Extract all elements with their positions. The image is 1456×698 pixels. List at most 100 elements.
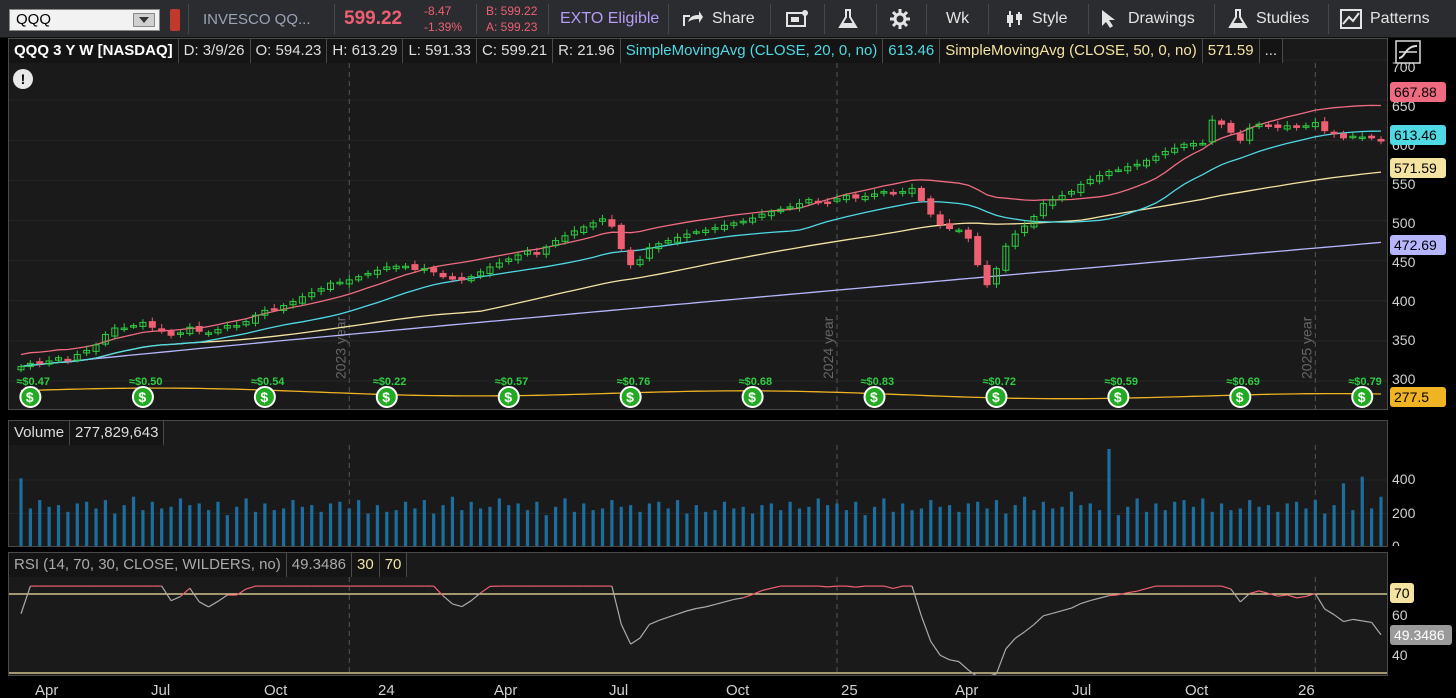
volume-bar: [366, 513, 370, 546]
volume-bar: [891, 511, 895, 546]
volume-panel[interactable]: Volume 277,829,643: [8, 420, 1388, 547]
last-price: 599.22: [344, 8, 403, 29]
flag-icon[interactable]: [170, 9, 180, 31]
rsi-line-segment: [818, 585, 828, 588]
candle-up: [1133, 163, 1141, 167]
year-marker-label: 2025 year: [1298, 316, 1314, 379]
studies-menu[interactable]: Studies: [1228, 0, 1309, 38]
volume-bar: [1332, 505, 1336, 546]
volume-bar: [638, 511, 642, 546]
symbol-dropdown-button[interactable]: [133, 13, 155, 27]
rsi-line-segment: [1230, 588, 1241, 603]
candle-up: [842, 195, 850, 201]
candle-down: [411, 264, 419, 270]
rsi-line-segment: [189, 587, 200, 603]
dividend-icon: [253, 386, 276, 408]
sma50-study-label[interactable]: SimpleMovingAvg (CLOSE, 50, 0, no): [940, 39, 1203, 63]
volume-bar: [1370, 508, 1374, 546]
candle-up: [1255, 123, 1263, 128]
rsi-line-segment: [20, 585, 31, 614]
candle-up: [176, 332, 184, 335]
candle-up: [1096, 175, 1104, 182]
volume-bar: [310, 505, 314, 546]
rsi-line-segment: [1239, 592, 1251, 603]
volume-bar: [1313, 500, 1317, 546]
candle-up: [758, 213, 766, 218]
year-marker-label: 2023 year: [332, 316, 348, 379]
volume-bar: [675, 500, 680, 546]
sma50-line: [20, 171, 1382, 368]
price-chart-panel[interactable]: 2023 year 2024 year 2025 year ≈$0.47 $ ≈$0.50…: [8, 38, 1388, 410]
candle-down: [852, 194, 860, 199]
volume-bar: [535, 501, 539, 546]
volume-bar: [1219, 503, 1224, 546]
candle-up: [101, 333, 109, 345]
candle-up: [383, 266, 391, 270]
toolbar-divider: [1088, 4, 1089, 34]
drawings-menu[interactable]: Drawings: [1100, 0, 1195, 38]
volume-bar: [263, 503, 267, 546]
rsi-study-label[interactable]: RSI (14, 70, 30, CLOSE, WILDERS, no): [9, 553, 287, 577]
candle-down: [430, 267, 438, 273]
candle-up: [345, 279, 353, 285]
time-axis-label: 24: [378, 682, 395, 698]
volume-bar: [150, 501, 154, 546]
rsi-line-segment: [1287, 594, 1297, 599]
rsi-line-segment: [236, 588, 247, 596]
settings-button[interactable]: [890, 0, 910, 38]
screenshot-button[interactable]: [786, 0, 808, 38]
time-axis-label: Jul: [151, 682, 171, 698]
rsi-line-segment: [893, 585, 903, 589]
volume-bar: [816, 498, 820, 546]
candle-up: [402, 265, 410, 269]
rsi-overbought-level: 70: [379, 553, 408, 577]
sma20-study-label[interactable]: SimpleMovingAvg (CLOSE, 20, 0, no): [620, 39, 884, 63]
rsi-panel[interactable]: RSI (14, 70, 30, CLOSE, WILDERS, no) 49.…: [8, 552, 1388, 676]
timeframe-selector[interactable]: Wk: [946, 0, 969, 38]
toolbar-divider: [668, 4, 669, 34]
rsi-line-segment: [1352, 618, 1363, 622]
share-button[interactable]: Share: [682, 0, 755, 38]
volume-label[interactable]: Volume: [9, 421, 71, 445]
volume-bar: [319, 511, 323, 546]
volume-bar: [872, 506, 877, 546]
candle-up: [26, 362, 34, 368]
volume-bar: [910, 510, 914, 546]
volume-axis-label: 200: [1392, 505, 1416, 521]
rsi-line-segment: [461, 600, 472, 608]
more-studies-ellipsis[interactable]: ...: [1259, 39, 1284, 63]
candle-up: [55, 357, 63, 361]
patterns-menu[interactable]: Patterns: [1340, 0, 1430, 38]
chart-style-icon[interactable]: [1395, 40, 1421, 64]
candle-up: [1349, 135, 1357, 139]
rsi-line-segment: [677, 610, 688, 615]
rsi-chart-canvas[interactable]: [9, 553, 1388, 676]
exto-eligible-badge[interactable]: EXTO Eligible: [560, 10, 660, 27]
patterns-label: Patterns: [1370, 10, 1430, 27]
price-chart-canvas[interactable]: 2023 year 2024 year 2025 year≈$0.47$≈$0.50…: [9, 39, 1388, 410]
candle-up: [767, 211, 775, 217]
style-menu[interactable]: Style: [1006, 0, 1068, 38]
symbol-input[interactable]: QQQ: [9, 9, 160, 31]
rsi-line-segment: [686, 607, 697, 612]
candle-down: [533, 252, 541, 255]
dividend-icon: [1351, 386, 1374, 408]
bar-range: R: 21.96: [553, 39, 621, 63]
time-axis-label: Oct: [1185, 682, 1209, 698]
volume-chart-canvas[interactable]: [9, 421, 1388, 547]
candle-down: [1377, 138, 1385, 142]
toolbar-divider: [926, 4, 927, 34]
candle-up: [1358, 136, 1366, 140]
candle-up: [111, 327, 119, 337]
alert-icon[interactable]: !: [13, 69, 33, 89]
thinkback-button[interactable]: [838, 0, 858, 38]
bar-date: D: 3/9/26: [178, 39, 251, 63]
candle-up: [73, 354, 81, 361]
candle-up: [871, 193, 879, 197]
candle-down: [946, 223, 954, 230]
bar-high: H: 613.29: [327, 39, 404, 63]
volume-bar: [253, 511, 258, 546]
candle-down: [1293, 125, 1301, 128]
rsi-line-segment: [752, 589, 763, 596]
volume-bar: [554, 506, 558, 546]
